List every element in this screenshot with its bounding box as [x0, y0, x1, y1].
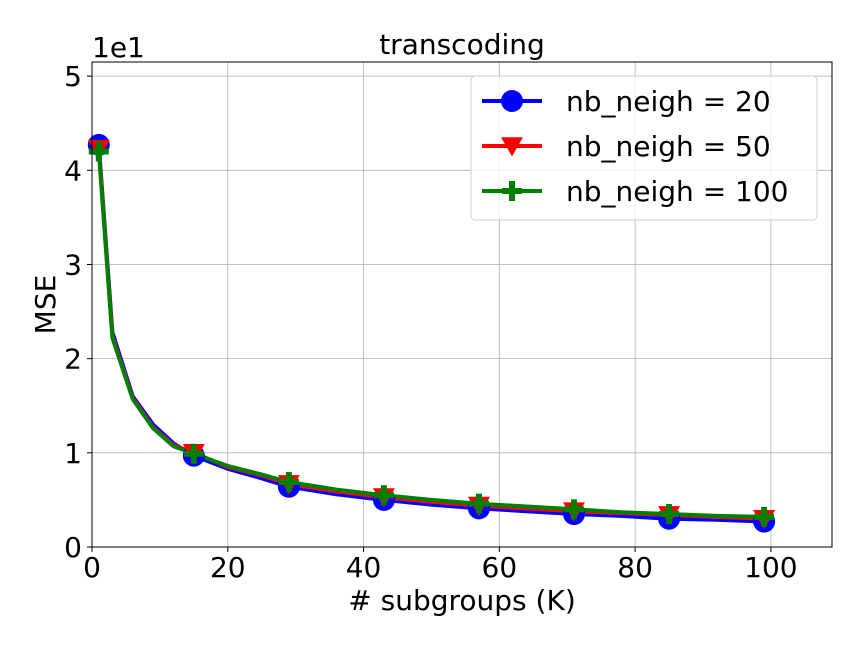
data-point-plus	[278, 472, 299, 493]
legend-label: nb_neigh = 100	[566, 175, 789, 208]
y-tick-label: 2	[64, 343, 82, 376]
data-point-plus	[183, 443, 204, 464]
plot-frame	[91, 61, 833, 548]
y-tick-label: 4	[64, 154, 82, 187]
data-point-circle	[501, 90, 523, 112]
x-tick-label: 100	[744, 551, 797, 584]
y-tick-label: 5	[64, 60, 82, 93]
data-point-plus	[659, 504, 680, 525]
legend-item: nb_neigh = 50	[482, 130, 771, 163]
y-tick-label: 3	[64, 248, 82, 281]
legend-label: nb_neigh = 20	[566, 85, 771, 118]
legend: nb_neigh = 20 nb_neigh = 50 nb_neigh = 100	[470, 75, 818, 221]
y-axis-multiplier: 1e1	[92, 31, 145, 64]
legend-item: nb_neigh = 100	[482, 175, 789, 208]
x-tick-label: 80	[617, 551, 653, 584]
data-point-plus	[502, 181, 522, 201]
x-axis-label: # subgroups (K)	[348, 584, 576, 617]
legend-box	[470, 75, 818, 221]
x-tick-label: 0	[83, 551, 101, 584]
axis-ticks: 0 20 40 60 80 100 0 1 2 3 4 5	[64, 60, 797, 584]
y-tick-label: 0	[64, 531, 82, 564]
legend-label: nb_neigh = 50	[566, 130, 771, 163]
y-tick-label: 1	[64, 437, 82, 470]
y-axis-label: MSE	[29, 275, 62, 335]
x-tick-label: 60	[482, 551, 518, 584]
data-point-triangle	[501, 137, 523, 157]
chart-title: transcoding	[379, 28, 545, 61]
data-point-plus	[468, 493, 489, 514]
x-tick-label: 40	[346, 551, 382, 584]
series-lines	[96, 144, 765, 524]
x-tick-label: 20	[210, 551, 246, 584]
series-line-3	[96, 151, 765, 519]
series-markers	[87, 133, 776, 533]
data-point-plus	[754, 506, 775, 527]
legend-item: nb_neigh = 20	[482, 85, 771, 118]
data-point-plus	[373, 485, 394, 506]
data-point-plus	[564, 499, 585, 520]
